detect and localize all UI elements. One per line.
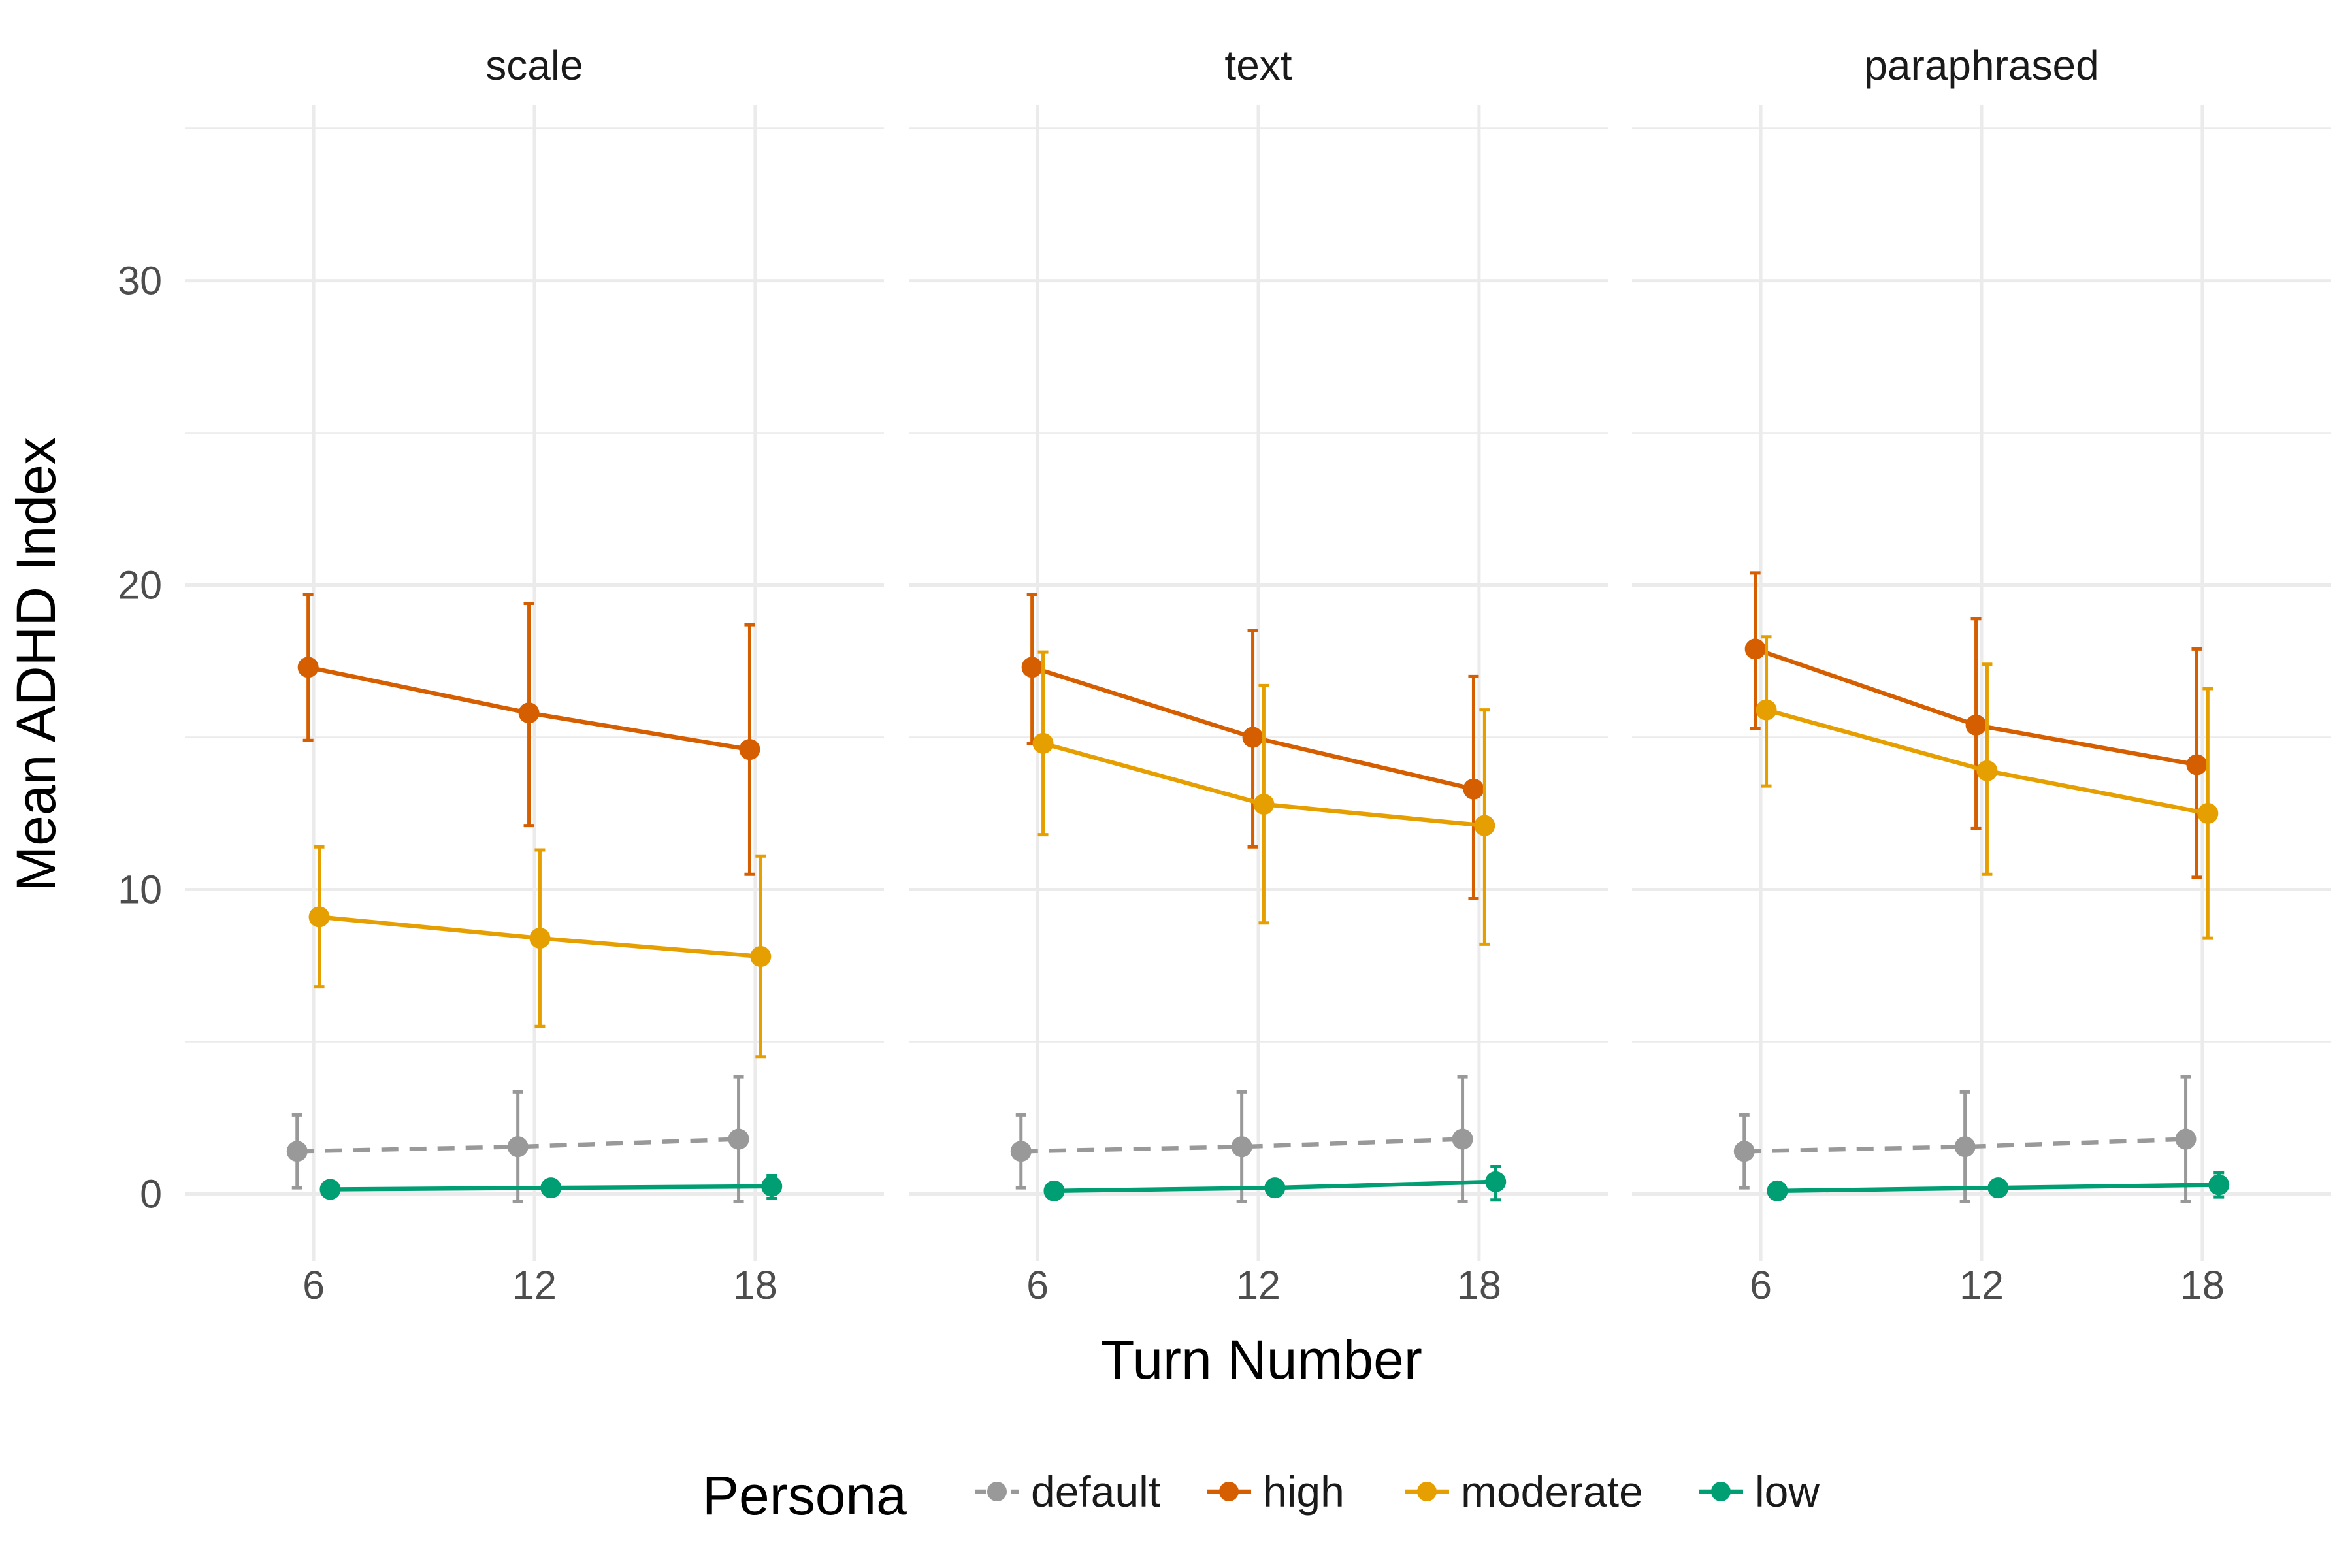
panel-title: paraphrased: [1864, 42, 2099, 89]
legend-key-point: [1417, 1482, 1437, 1501]
data-point: [319, 1179, 341, 1200]
legend-item-default: default: [975, 1467, 1160, 1516]
data-point: [1976, 760, 1998, 781]
data-point: [1010, 1141, 1032, 1162]
data-point: [507, 1136, 529, 1158]
data-point: [529, 928, 551, 949]
series-default: [1010, 1075, 1473, 1203]
data-point: [1452, 1128, 1473, 1150]
data-point: [2186, 754, 2208, 776]
panel-title: scale: [485, 42, 583, 89]
data-point: [1954, 1136, 1976, 1158]
legend-title: Persona: [702, 1465, 907, 1526]
data-point: [2208, 1174, 2230, 1196]
data-point: [1744, 638, 1766, 660]
x-tick-label: 12: [1959, 1263, 2004, 1307]
panel-title: text: [1224, 42, 1292, 89]
panel-text: text 6 12 18: [909, 42, 1608, 1307]
data-point: [1463, 778, 1484, 800]
series-high: [1744, 571, 2208, 879]
legend-item-low: low: [1699, 1467, 1820, 1516]
series-line: [1744, 1137, 2186, 1154]
data-point: [1043, 1180, 1065, 1201]
data-point: [1733, 1141, 1755, 1162]
data-point: [286, 1141, 308, 1162]
panels-group: scale 6 12 18 text 6 12 18 paraphrased 6 12 18: [185, 42, 2331, 1307]
series-line: [297, 1137, 739, 1154]
data-point: [1021, 657, 1043, 678]
legend: Persona default high moderate low: [702, 1465, 1820, 1526]
series-low: [1043, 1165, 1507, 1202]
legend-label: default: [1031, 1467, 1160, 1516]
data-point: [1242, 727, 1264, 748]
panel-scale: scale 6 12 18: [185, 42, 884, 1307]
x-axis-title: Turn Number: [1101, 1329, 1422, 1390]
series-line: [1021, 1137, 1463, 1154]
series-moderate: [1032, 650, 1495, 946]
data-point: [1231, 1136, 1252, 1158]
x-tick-label: 12: [512, 1263, 557, 1307]
x-tick-label: 18: [2180, 1263, 2225, 1307]
panel-paraphrased: paraphrased 6 12 18: [1632, 42, 2331, 1307]
series-high: [297, 593, 760, 876]
data-point: [308, 906, 330, 928]
data-point: [750, 946, 772, 968]
series-moderate: [308, 845, 772, 1059]
data-point: [1264, 1177, 1286, 1199]
data-point: [1767, 1180, 1788, 1201]
y-axis-title: Mean ADHD Index: [5, 437, 67, 892]
data-point: [761, 1175, 783, 1197]
x-tick-label: 18: [733, 1263, 777, 1307]
series-low: [319, 1174, 783, 1200]
series-default: [1733, 1075, 2197, 1203]
data-point: [728, 1128, 749, 1150]
legend-label: high: [1263, 1467, 1345, 1516]
data-point: [1987, 1177, 2009, 1199]
data-point: [540, 1177, 562, 1199]
data-point: [739, 739, 760, 760]
data-point: [1032, 732, 1054, 754]
data-point: [297, 657, 319, 678]
legend-label: low: [1755, 1467, 1820, 1516]
x-tick-label: 6: [1750, 1263, 1772, 1307]
y-axis: 0 10 20 30: [118, 259, 162, 1217]
legend-item-moderate: moderate: [1405, 1467, 1643, 1516]
y-tick-label: 0: [140, 1171, 162, 1216]
data-point: [1965, 714, 1987, 736]
series-low: [1767, 1171, 2230, 1201]
x-tick-label: 18: [1457, 1263, 1501, 1307]
data-point: [2197, 803, 2219, 825]
data-point: [1253, 794, 1275, 815]
y-tick-label: 10: [118, 868, 162, 912]
series-moderate: [1756, 635, 2219, 940]
legend-key-point: [1711, 1482, 1731, 1501]
x-tick-label: 6: [302, 1263, 325, 1307]
data-point: [518, 702, 540, 724]
series-default: [286, 1075, 749, 1203]
legend-key-point: [987, 1482, 1007, 1501]
x-tick-label: 12: [1236, 1263, 1281, 1307]
data-point: [1485, 1171, 1507, 1192]
y-tick-label: 20: [118, 563, 162, 608]
y-tick-label: 30: [118, 259, 162, 303]
data-point: [1756, 699, 1777, 721]
legend-key-point: [1219, 1482, 1239, 1501]
legend-label: moderate: [1461, 1467, 1643, 1516]
data-point: [1474, 815, 1495, 836]
x-tick-label: 6: [1026, 1263, 1049, 1307]
data-point: [2175, 1128, 2197, 1150]
legend-item-high: high: [1207, 1467, 1345, 1516]
